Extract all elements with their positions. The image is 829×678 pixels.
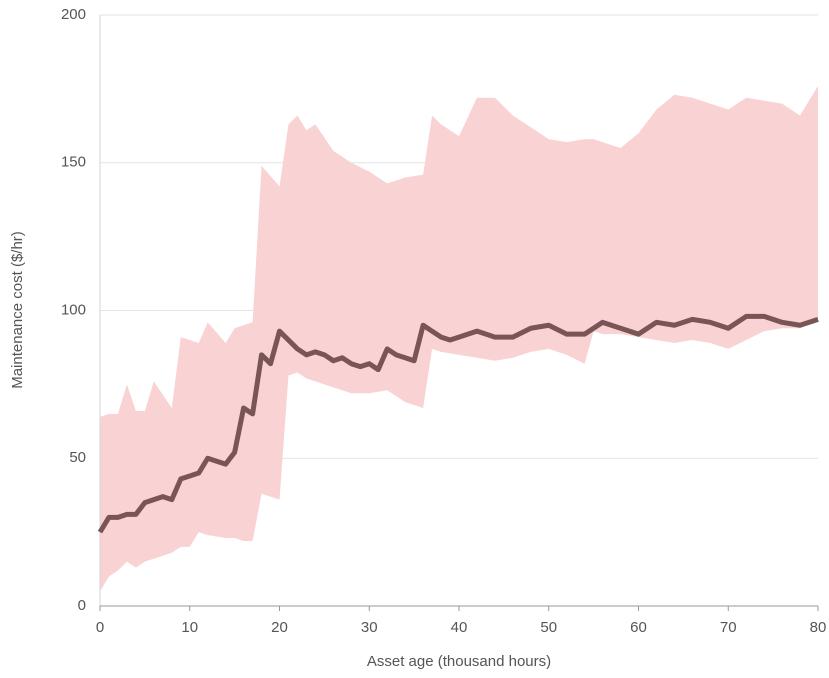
x-tick-label: 0 bbox=[96, 619, 104, 636]
y-tick-label: 0 bbox=[78, 597, 86, 614]
y-tick-label: 50 bbox=[69, 449, 86, 466]
y-tick-label: 200 bbox=[61, 6, 86, 23]
y-axis-label: Maintenance cost ($/hr) bbox=[9, 231, 26, 389]
x-tick-label: 40 bbox=[451, 619, 468, 636]
x-tick-label: 30 bbox=[361, 619, 378, 636]
y-tick-label: 150 bbox=[61, 154, 86, 171]
x-axis-label: Asset age (thousand hours) bbox=[367, 653, 551, 670]
x-tick-label: 20 bbox=[271, 619, 288, 636]
x-tick-label: 60 bbox=[630, 619, 647, 636]
x-tick-label: 80 bbox=[810, 619, 827, 636]
line bbox=[97, 313, 819, 534]
x-tick-label: 10 bbox=[181, 619, 198, 636]
x-tick-label: 70 bbox=[720, 619, 737, 636]
y-tick-label: 100 bbox=[61, 301, 86, 318]
x-tick-label: 50 bbox=[540, 619, 557, 636]
